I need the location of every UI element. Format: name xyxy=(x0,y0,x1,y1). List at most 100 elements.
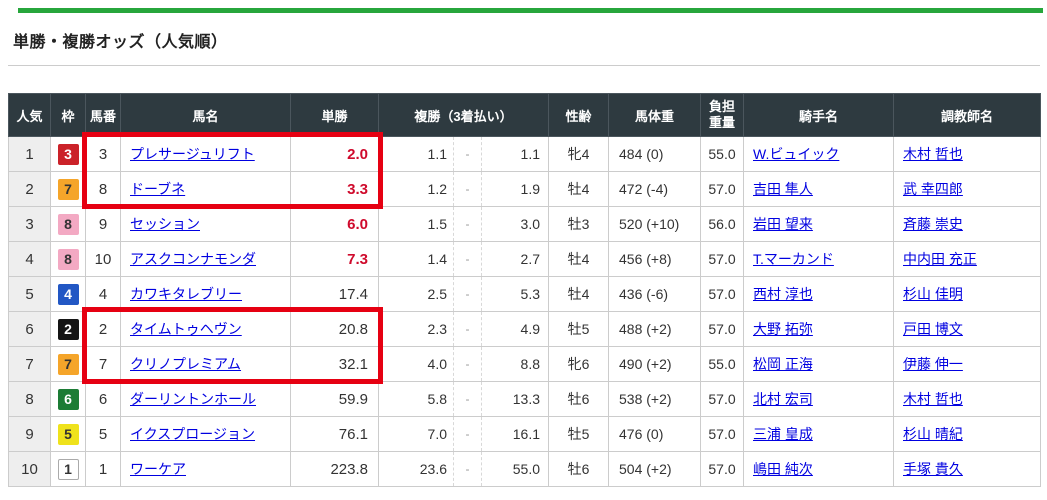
jockey-link[interactable]: 北村 宏司 xyxy=(753,391,813,407)
place-odds-separator: - xyxy=(453,171,482,207)
win-odds: 7.3 xyxy=(290,241,379,277)
place-odds-separator: - xyxy=(453,206,482,242)
jockey-cell: W.ビュイック xyxy=(743,136,894,172)
horse-name-link[interactable]: クリノプレミアム xyxy=(130,356,242,372)
trainer-link[interactable]: 杉山 佳明 xyxy=(903,286,963,302)
place-odds-high: 1.9 xyxy=(481,171,549,207)
horse-number: 10 xyxy=(85,241,121,277)
header-row: 人気 枠 馬番 馬名 単勝 複勝（3着払い） 性齢 馬体重 負担 重量 騎手名 … xyxy=(8,93,1041,137)
trainer-link[interactable]: 中内田 充正 xyxy=(903,251,977,267)
horse-name-link[interactable]: プレサージュリフト xyxy=(130,146,255,162)
win-odds: 6.0 xyxy=(290,206,379,242)
trainer-link[interactable]: 武 幸四郎 xyxy=(903,181,963,197)
place-odds-low: 1.5 xyxy=(378,206,454,242)
frame-cell: 3 xyxy=(50,136,86,172)
jockey-link[interactable]: 岩田 望来 xyxy=(753,216,813,232)
impost-weight: 56.0 xyxy=(700,206,744,242)
trainer-cell: 武 幸四郎 xyxy=(893,171,1041,207)
jockey-link[interactable]: 嶋田 純次 xyxy=(753,461,813,477)
sex-age: 牡6 xyxy=(548,451,609,487)
frame-number-badge: 8 xyxy=(57,213,79,235)
horse-name-link[interactable]: タイムトゥヘヴン xyxy=(130,321,242,337)
horse-number: 1 xyxy=(85,451,121,487)
trainer-link[interactable]: 伊藤 伸一 xyxy=(903,356,963,372)
frame-cell: 2 xyxy=(50,311,86,347)
col-header-popularity: 人気 xyxy=(8,93,51,137)
place-odds-high: 2.7 xyxy=(481,241,549,277)
trainer-cell: 手塚 貴久 xyxy=(893,451,1041,487)
page: 単勝・複勝オッズ（人気順） 人気 枠 馬番 馬名 単勝 複勝（3着払い） 性齢 xyxy=(0,8,1047,487)
trainer-link[interactable]: 斉藤 崇史 xyxy=(903,216,963,232)
frame-number-badge: 7 xyxy=(57,353,79,375)
horse-name-link[interactable]: アスクコンナモンダ xyxy=(130,251,256,267)
win-odds: 32.1 xyxy=(290,346,379,382)
trainer-link[interactable]: 杉山 晴紀 xyxy=(903,426,963,442)
horse-number: 9 xyxy=(85,206,121,242)
place-odds-high: 55.0 xyxy=(481,451,549,487)
jockey-link[interactable]: 三浦 皇成 xyxy=(753,426,813,442)
horse-name-link[interactable]: イクスプロージョン xyxy=(130,426,256,442)
jockey-cell: 吉田 隼人 xyxy=(743,171,894,207)
jockey-cell: 松岡 正海 xyxy=(743,346,894,382)
frame-number-badge: 7 xyxy=(57,178,79,200)
page-title: 単勝・複勝オッズ（人気順） xyxy=(13,34,228,51)
jockey-link[interactable]: 西村 淳也 xyxy=(753,286,813,302)
frame-cell: 5 xyxy=(50,416,86,452)
jockey-cell: 三浦 皇成 xyxy=(743,416,894,452)
trainer-link[interactable]: 木村 哲也 xyxy=(903,391,963,407)
horse-name-cell: イクスプロージョン xyxy=(120,416,291,452)
horse-name-link[interactable]: セッション xyxy=(130,216,200,232)
sex-age: 牝4 xyxy=(548,136,609,172)
trainer-link[interactable]: 戸田 博文 xyxy=(903,321,963,337)
sex-age: 牝6 xyxy=(548,346,609,382)
popularity-rank: 9 xyxy=(8,416,51,452)
jockey-link[interactable]: 大野 拓弥 xyxy=(753,321,813,337)
frame-cell: 1 xyxy=(50,451,86,487)
jockey-cell: 岩田 望来 xyxy=(743,206,894,242)
place-odds-high: 8.8 xyxy=(481,346,549,382)
col-header-trainer: 調教師名 xyxy=(893,93,1041,137)
sex-age: 牡6 xyxy=(548,381,609,417)
frame-cell: 7 xyxy=(50,346,86,382)
win-odds: 17.4 xyxy=(290,276,379,312)
horse-number: 6 xyxy=(85,381,121,417)
horse-number: 5 xyxy=(85,416,121,452)
col-header-horse-name: 馬名 xyxy=(120,93,291,137)
horse-weight: 484 (0) xyxy=(608,136,701,172)
col-header-impost: 負担 重量 xyxy=(700,93,744,137)
horse-name-cell: プレサージュリフト xyxy=(120,136,291,172)
jockey-cell: 西村 淳也 xyxy=(743,276,894,312)
popularity-rank: 6 xyxy=(8,311,51,347)
trainer-link[interactable]: 手塚 貴久 xyxy=(903,461,963,477)
table-row: 8 6 6 ダーリントンホール 59.9 5.8 - 13.3 牡6 538 (… xyxy=(8,381,1041,417)
frame-number-badge: 4 xyxy=(57,283,79,305)
place-odds-separator: - xyxy=(453,311,482,347)
frame-cell: 7 xyxy=(50,171,86,207)
horse-name-link[interactable]: カワキタレブリー xyxy=(130,286,242,302)
jockey-link[interactable]: W.ビュイック xyxy=(753,146,840,162)
place-odds-low: 2.5 xyxy=(378,276,454,312)
jockey-cell: 大野 拓弥 xyxy=(743,311,894,347)
win-odds: 59.9 xyxy=(290,381,379,417)
popularity-rank: 3 xyxy=(8,206,51,242)
jockey-link[interactable]: T.マーカンド xyxy=(753,251,834,267)
place-odds-low: 1.2 xyxy=(378,171,454,207)
horse-name-cell: タイムトゥヘヴン xyxy=(120,311,291,347)
frame-cell: 8 xyxy=(50,241,86,277)
horse-name-link[interactable]: ダーリントンホール xyxy=(130,391,256,407)
jockey-link[interactable]: 吉田 隼人 xyxy=(753,181,813,197)
jockey-link[interactable]: 松岡 正海 xyxy=(753,356,813,372)
col-header-horse-number: 馬番 xyxy=(85,93,121,137)
jockey-cell: 北村 宏司 xyxy=(743,381,894,417)
impost-weight: 55.0 xyxy=(700,136,744,172)
trainer-cell: 斉藤 崇史 xyxy=(893,206,1041,242)
horse-name-link[interactable]: ドーブネ xyxy=(130,181,186,197)
place-odds-high: 1.1 xyxy=(481,136,549,172)
table-row: 1 3 3 プレサージュリフト 2.0 1.1 - 1.1 牝4 484 (0)… xyxy=(8,136,1041,172)
horse-name-link[interactable]: ワーケア xyxy=(130,461,186,477)
popularity-rank: 10 xyxy=(8,451,51,487)
trainer-link[interactable]: 木村 哲也 xyxy=(903,146,963,162)
trainer-cell: 木村 哲也 xyxy=(893,381,1041,417)
trainer-cell: 戸田 博文 xyxy=(893,311,1041,347)
frame-number-badge: 1 xyxy=(57,458,79,480)
